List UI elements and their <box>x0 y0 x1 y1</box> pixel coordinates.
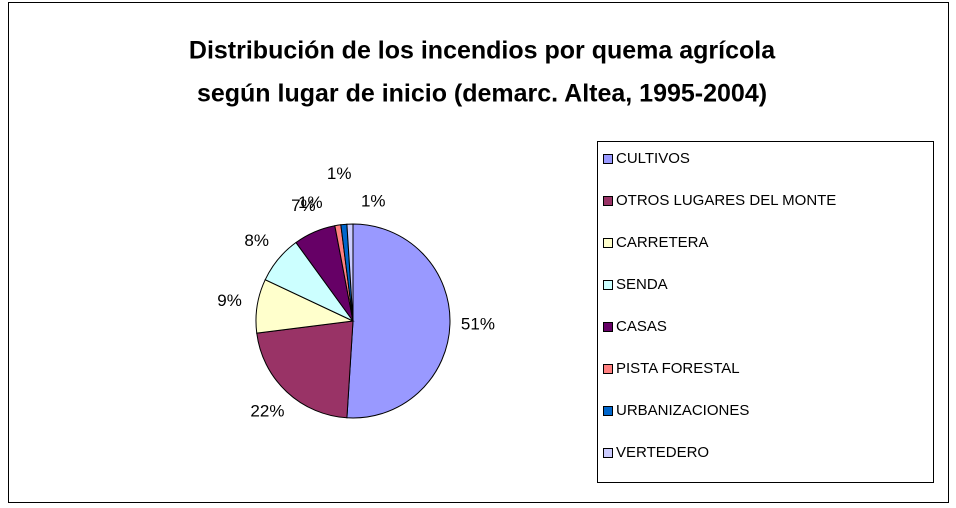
legend-swatch <box>603 322 613 332</box>
legend-label: CARRETERA <box>616 234 709 251</box>
data-label: 51% <box>461 314 495 333</box>
legend-box <box>597 141 934 483</box>
legend-label: PISTA FORESTAL <box>616 360 740 377</box>
data-label: 9% <box>217 291 242 310</box>
data-label: 8% <box>244 231 269 250</box>
legend-label: OTROS LUGARES DEL MONTE <box>616 192 836 209</box>
legend-swatch <box>603 196 613 206</box>
legend-swatch <box>603 364 613 374</box>
chart-title: Distribución de los incendios por quema … <box>189 37 776 65</box>
pie-slice <box>256 320 354 419</box>
legend-swatch <box>603 448 613 458</box>
data-label: 1% <box>327 164 352 183</box>
legend-swatch <box>603 406 613 416</box>
data-label: 22% <box>250 402 284 421</box>
legend-swatch <box>603 154 613 164</box>
data-label: 1% <box>298 193 323 212</box>
legend-label: URBANIZACIONES <box>616 402 749 419</box>
chart-title: según lugar de inicio (demarc. Altea, 19… <box>197 80 767 108</box>
pie-slice <box>346 223 451 419</box>
legend-swatch <box>603 280 613 290</box>
data-label: 7% <box>291 196 316 215</box>
legend-label: CULTIVOS <box>616 150 690 167</box>
legend-swatch <box>603 238 613 248</box>
legend-label: CASAS <box>616 318 667 335</box>
data-label: 1% <box>361 192 386 211</box>
legend-label: VERTEDERO <box>616 444 709 461</box>
pie-slice <box>346 223 354 322</box>
legend-label: SENDA <box>616 276 668 293</box>
